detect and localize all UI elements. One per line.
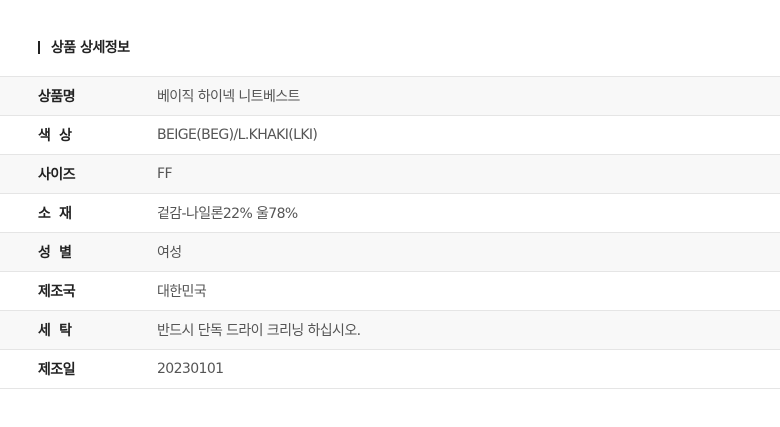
product-info-table: 상품명 베이직 하이넥 니트베스트 색 상 BEIGE(BEG)/L.KHAKI(L… <box>0 76 780 389</box>
row-label: 성 별 <box>38 245 72 261</box>
section-header: 상품 상세정보 <box>38 37 130 57</box>
section-title: 상품 상세정보 <box>51 40 130 56</box>
row-label: 세 탁 <box>38 323 72 339</box>
row-value: BEIGE(BEG)/L.KHAKI(LKI) <box>157 127 318 143</box>
table-row-product-name: 상품명 베이직 하이넥 니트베스트 <box>0 77 780 116</box>
row-value: 대한민국 <box>157 284 207 300</box>
row-label: 소 재 <box>38 206 72 222</box>
table-row-size: 사이즈 FF <box>0 155 780 194</box>
row-value: 20230101 <box>157 361 224 377</box>
row-value: 반드시 단독 드라이 크리닝 하십시오. <box>157 323 361 339</box>
row-value: 베이직 하이넥 니트베스트 <box>157 89 300 105</box>
table-row-material: 소 재 겉감-나일론22% 울78% <box>0 194 780 233</box>
table-row-manufacture-date: 제조일 20230101 <box>0 350 780 389</box>
row-value: FF <box>157 166 173 182</box>
row-label: 사이즈 <box>38 167 76 183</box>
table-row-washing: 세 탁 반드시 단독 드라이 크리닝 하십시오. <box>0 311 780 350</box>
row-label: 색 상 <box>38 128 72 144</box>
row-value: 여성 <box>157 245 182 261</box>
table-row-gender: 성 별 여성 <box>0 233 780 272</box>
table-row-country: 제조국 대한민국 <box>0 272 780 311</box>
title-bar-marker <box>38 40 40 54</box>
row-value: 겉감-나일론22% 울78% <box>157 206 298 222</box>
table-row-color: 색 상 BEIGE(BEG)/L.KHAKI(LKI) <box>0 116 780 155</box>
row-label: 상품명 <box>38 89 76 105</box>
row-label: 제조일 <box>38 362 76 378</box>
row-label: 제조국 <box>38 284 76 300</box>
